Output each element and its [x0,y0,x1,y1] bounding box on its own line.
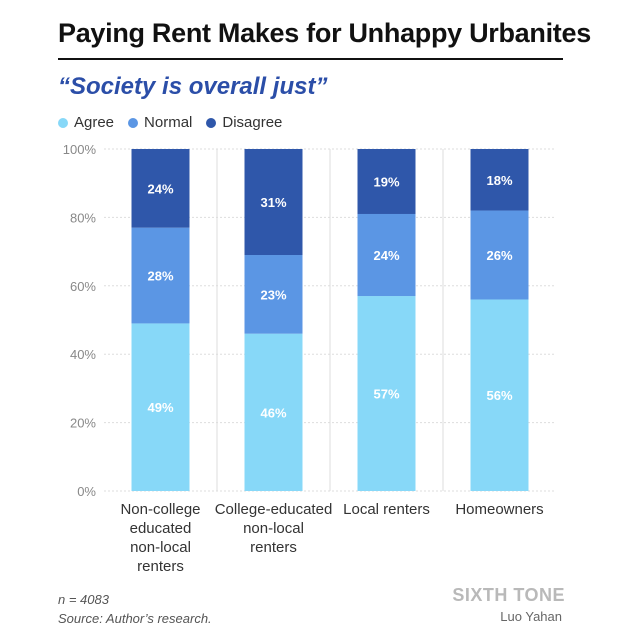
source-note: Source: Author’s research. [58,611,212,626]
x-tick-label: Non-college educated non-local renters [120,501,200,575]
bar-segment-agree [131,323,190,491]
x-tick-label-line: non-local [243,520,304,537]
x-tick-label-line: non-local [130,539,191,556]
legend-swatch-normal [128,117,139,128]
x-tick-label-line: Homeowners [455,501,543,518]
bar-data-label: 24% [373,248,399,263]
bar-segment-disagree [244,149,303,256]
legend-label-agree: Agree [74,114,115,131]
y-tick-label: 40% [70,347,96,362]
legend-item-normal: Normal [128,114,192,131]
legend-item-disagree: Disagree [206,114,282,131]
x-tick-label-line: Local renters [343,501,430,518]
y-tick-label: 100% [63,142,97,157]
bar-segment-agree [244,333,303,491]
y-tick-label: 0% [77,484,96,499]
bar-data-label: 19% [373,174,399,189]
author-credit: Luo Yahan [500,609,562,624]
bar-data-label: 46% [260,405,286,420]
y-tick-label: 20% [70,416,96,431]
sample-size-note: n = 4083 [58,592,109,607]
bar-data-label: 26% [486,248,512,263]
x-tick-label-line: educated [130,520,192,537]
bar-segment-normal [470,210,529,300]
legend-label-disagree: Disagree [222,114,283,131]
bar-segment-disagree [470,149,529,211]
x-tick-label: College-educated non-local renters [215,501,333,556]
x-tick-label: Homeowners [455,501,543,518]
x-tick-label-line: Non-college [120,501,200,518]
bar-data-label: 24% [147,181,173,196]
x-tick-label-line: renters [137,558,184,575]
legend-swatch-disagree [206,117,217,128]
chart-title: Paying Rent Makes for Unhappy Urbanites [58,18,591,48]
legend-item-agree: Agree [58,114,114,131]
x-tick-label: Local renters [343,501,430,518]
bar-data-label: 57% [373,387,399,402]
bar-segment-normal [244,255,303,334]
title-divider [58,58,563,60]
chart-subtitle: “Society is overall just” [58,73,328,100]
brand-logo-text: SIXTH TONE [452,585,565,605]
legend: Agree Normal Disagree [58,114,282,131]
bar-data-label: 49% [147,400,173,415]
bar-segment-disagree [131,149,190,228]
bar-data-label: 28% [147,269,173,284]
y-tick-label: 80% [70,210,96,225]
legend-label-normal: Normal [144,114,193,131]
x-tick-label-line: renters [250,539,297,556]
bar-data-label: 23% [260,287,286,302]
y-tick-label: 60% [70,279,96,294]
bar-data-label: 18% [486,173,512,188]
bar-data-label: 56% [486,388,512,403]
bar-segment-normal [131,227,190,324]
bar-segment-agree [357,296,416,491]
bar-data-label: 31% [260,195,286,210]
bar-segment-normal [357,213,416,297]
legend-swatch-agree [58,117,68,128]
bar-segment-disagree [357,149,416,214]
x-tick-label-line: College-educated [215,501,333,518]
bar-segment-agree [470,299,529,491]
